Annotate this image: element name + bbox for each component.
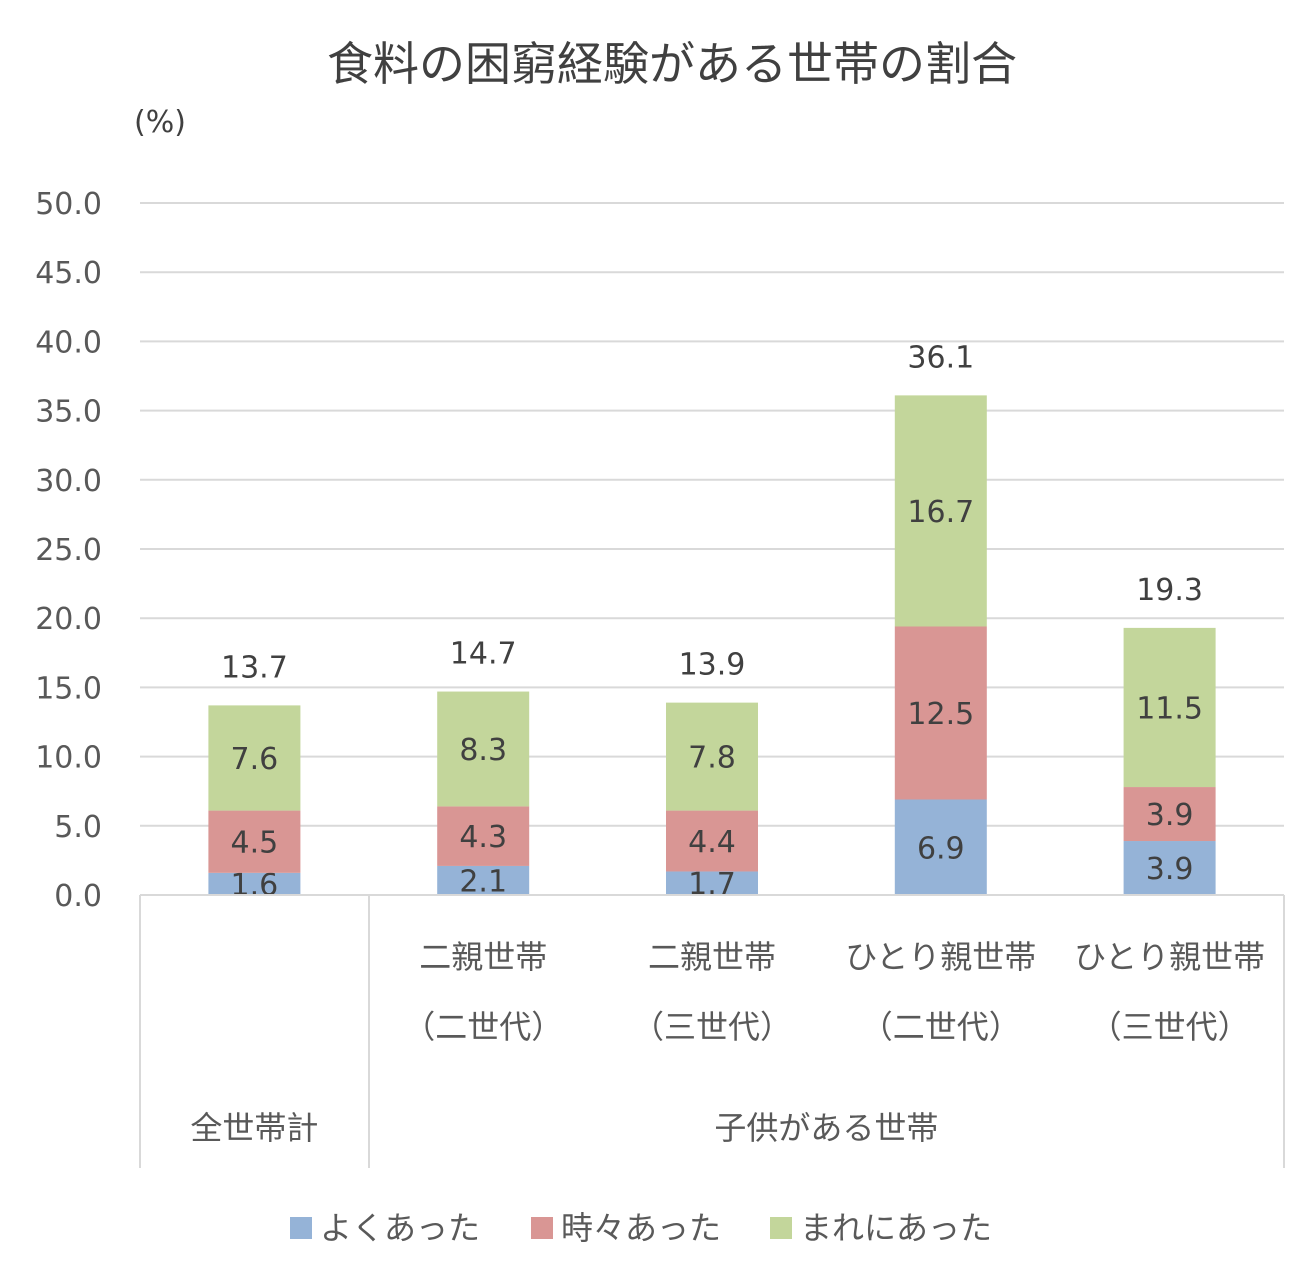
data-label: 16.7	[907, 495, 974, 530]
y-tick-label: 25.0	[35, 533, 102, 568]
y-tick-label: 40.0	[35, 325, 102, 360]
bar-segment	[1123, 841, 1216, 895]
y-axis-unit: (%)	[134, 105, 186, 140]
bar-segment	[208, 810, 301, 873]
data-label: 4.5	[231, 826, 279, 861]
group-label: 全世帯計	[190, 1109, 318, 1147]
legend-swatch	[531, 1217, 553, 1239]
chart-title: 食料の困窮経験がある世帯の割合	[327, 37, 1017, 91]
category-axis-frame	[139, 894, 1285, 1168]
legend-swatch	[290, 1217, 312, 1239]
bar-segment	[208, 705, 301, 811]
data-label: 7.8	[688, 741, 736, 776]
data-label: 4.3	[459, 820, 507, 855]
y-tick-label: 0.0	[54, 879, 102, 914]
data-label: 1.6	[231, 868, 279, 903]
bar-segment	[208, 872, 301, 895]
legend-label: よくあった	[320, 1209, 480, 1247]
data-label: 2.1	[459, 864, 507, 899]
data-label: 8.3	[459, 733, 507, 768]
legend-label: 時々あった	[561, 1209, 721, 1247]
category-sublabel: （三世代）	[632, 1008, 792, 1046]
bar-segment	[437, 806, 530, 866]
bar-segment	[437, 691, 530, 807]
total-label: 19.3	[1136, 573, 1203, 608]
bar-segment	[1123, 627, 1216, 788]
bar-segment	[666, 871, 758, 895]
data-label: 3.9	[1146, 798, 1194, 833]
gridlines	[140, 202, 1284, 827]
data-label: 11.5	[1136, 691, 1203, 726]
category-sublabel: （二世代）	[861, 1008, 1021, 1046]
category-label: ひとり親世帯	[845, 938, 1036, 976]
total-label: 13.9	[679, 648, 746, 683]
bar-segment	[894, 395, 987, 627]
y-tick-label: 50.0	[35, 187, 102, 222]
legend-label: まれにあった	[800, 1209, 992, 1247]
data-label: 12.5	[907, 697, 974, 732]
data-label: 3.9	[1146, 852, 1194, 887]
bar-segment	[437, 865, 530, 895]
y-axis-ticks: 0.0 5.0 10.0 15.0 20.0 25.0 30.0 35.0 40.0 45.0 50…	[35, 187, 102, 914]
y-tick-label: 35.0	[35, 395, 102, 430]
category-label: 二親世帯	[419, 938, 547, 976]
category-label: 二親世帯	[648, 938, 776, 976]
y-tick-label: 15.0	[35, 671, 102, 706]
y-tick-label: 10.0	[35, 741, 102, 776]
total-label: 36.1	[907, 340, 974, 375]
data-label: 4.4	[688, 825, 736, 860]
y-tick-label: 30.0	[35, 464, 102, 499]
bar-segment	[894, 626, 987, 800]
data-label: 1.7	[688, 867, 736, 902]
category-sublabel: （三世代）	[1090, 1008, 1250, 1046]
data-label: 7.6	[231, 742, 279, 777]
legend: よくあった 時々あった まれにあった	[290, 1209, 992, 1247]
bars: 1.6 4.5 7.6 13.7 2.1 4.3 8.3 14.7 1.7 4.4 7.8 13.9 6…	[208, 340, 1216, 903]
bar-segment	[666, 702, 758, 811]
bar-segment	[666, 810, 758, 872]
group-label: 子供がある世帯	[714, 1109, 938, 1147]
y-tick-label: 45.0	[35, 256, 102, 291]
y-tick-label: 20.0	[35, 602, 102, 637]
category-label: ひとり親世帯	[1074, 938, 1265, 976]
bar-segment	[894, 799, 987, 895]
data-label: 6.9	[917, 831, 965, 866]
legend-swatch	[770, 1217, 792, 1239]
category-sublabel: （二世代）	[403, 1008, 563, 1046]
total-label: 14.7	[450, 637, 517, 672]
bar-segment	[1123, 787, 1216, 842]
y-tick-label: 5.0	[54, 810, 102, 845]
category-labels: 二親世帯 （二世代） 二親世帯 （三世代） ひとり親世帯 （二世代） ひとり親世帯 （三世代）…	[190, 938, 1265, 1147]
total-label: 13.7	[221, 650, 288, 685]
